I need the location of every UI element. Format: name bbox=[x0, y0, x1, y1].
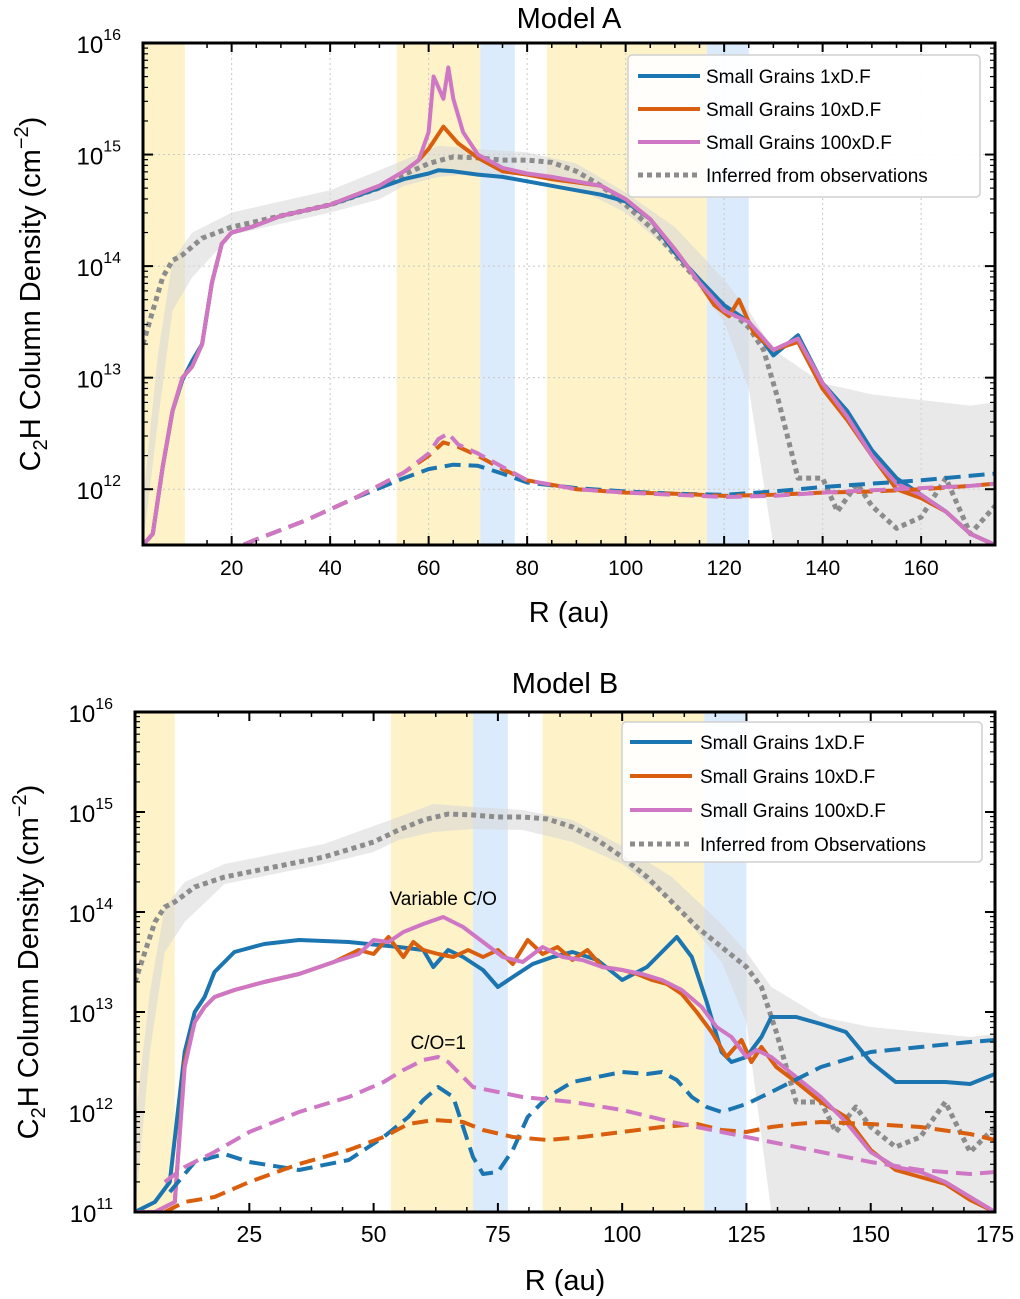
y-tick-label: 1011 bbox=[70, 1196, 113, 1228]
y-tick-label: 1016 bbox=[69, 696, 114, 728]
x-tick-label: 40 bbox=[318, 557, 341, 580]
y-tick-label: 1014 bbox=[69, 896, 114, 928]
axes-frame bbox=[133, 710, 997, 1214]
y-axis-label: C2H Column Density (cm−2) bbox=[11, 117, 52, 472]
legend-label: Inferred from observations bbox=[706, 166, 928, 187]
series-s10-co1 bbox=[237, 440, 995, 545]
legend-box bbox=[627, 54, 981, 198]
observation-uncertainty-band bbox=[143, 145, 995, 545]
axes-frame bbox=[141, 41, 997, 547]
legend: Small Grains 1xD.F Small Grains 10xD.F Sma… bbox=[621, 721, 983, 863]
y-tick-label: 1016 bbox=[77, 27, 122, 59]
y-axis-label: C2H Column Density (cm−2) bbox=[9, 785, 50, 1140]
series-obs bbox=[135, 811, 995, 1155]
series-s10-co1 bbox=[163, 1118, 995, 1212]
series-obs bbox=[143, 154, 995, 537]
x-tick-label: 125 bbox=[727, 1221, 765, 1247]
y-tick-label: 1014 bbox=[77, 250, 122, 282]
legend-label: Inferred from Observations bbox=[700, 835, 926, 856]
series-s100-co1 bbox=[237, 431, 995, 545]
x-tick-label: 75 bbox=[485, 1221, 511, 1247]
x-tick-label: 100 bbox=[608, 557, 643, 580]
panel-model-b: Variable C/O C/O=1 25 50 75 100 125 150 175 1011 1… bbox=[9, 668, 1014, 1297]
series-s1 bbox=[135, 935, 995, 1212]
x-tick-label: 50 bbox=[361, 1221, 387, 1247]
x-tick-label: 120 bbox=[707, 557, 742, 580]
x-tick-label: 80 bbox=[515, 557, 538, 580]
legend-label: Small Grains 100xD.F bbox=[706, 133, 892, 154]
series-s100 bbox=[143, 65, 995, 545]
y-tick-label: 1015 bbox=[77, 139, 122, 171]
series-s100-co1 bbox=[163, 1055, 995, 1184]
legend-label: Small Grains 10xD.F bbox=[706, 100, 881, 121]
x-tick-label: 25 bbox=[237, 1221, 263, 1247]
legend-label: Small Grains 100xD.F bbox=[700, 801, 886, 822]
legend-label: Small Grains 10xD.F bbox=[700, 767, 875, 788]
legend-label: Small Grains 1xD.F bbox=[700, 733, 865, 754]
y-tick-label: 1013 bbox=[77, 362, 122, 394]
series-s1-co1 bbox=[168, 1038, 995, 1194]
y-tick-label: 1012 bbox=[77, 473, 122, 505]
x-axis-label: R (au) bbox=[525, 1265, 606, 1297]
y-tick-label: 1015 bbox=[69, 796, 114, 828]
x-tick-label: 160 bbox=[904, 557, 939, 580]
yellow-band bbox=[396, 43, 481, 545]
x-tick-label: 60 bbox=[417, 557, 440, 580]
legend-label: Small Grains 1xD.F bbox=[706, 67, 871, 88]
annotation-label: Variable C/O bbox=[390, 889, 497, 910]
blue-band bbox=[480, 43, 515, 545]
x-tick-label: 150 bbox=[852, 1221, 890, 1247]
legend: Small Grains 1xD.F Small Grains 10xD.F Sma… bbox=[627, 54, 981, 198]
observation-uncertainty-band bbox=[135, 804, 995, 1212]
legend-box bbox=[621, 721, 983, 863]
y-tick-label: 1013 bbox=[69, 996, 114, 1028]
x-tick-label: 140 bbox=[805, 557, 840, 580]
x-tick-label: 20 bbox=[220, 557, 243, 580]
x-axis-label: R (au) bbox=[529, 597, 610, 629]
series-s100 bbox=[135, 915, 995, 1212]
panel-model-a: 20 40 60 80 100 120 140 160 1012 1013 1014 1015 1016… bbox=[11, 3, 997, 629]
y-tick-label: 1012 bbox=[69, 1096, 114, 1128]
annotation-label: C/O=1 bbox=[411, 1033, 466, 1054]
blue-band bbox=[473, 712, 508, 1212]
chart-title: Model B bbox=[512, 668, 618, 700]
x-tick-label: 100 bbox=[603, 1221, 641, 1247]
x-tick-label: 175 bbox=[976, 1221, 1014, 1247]
chart-title: Model A bbox=[517, 3, 622, 35]
